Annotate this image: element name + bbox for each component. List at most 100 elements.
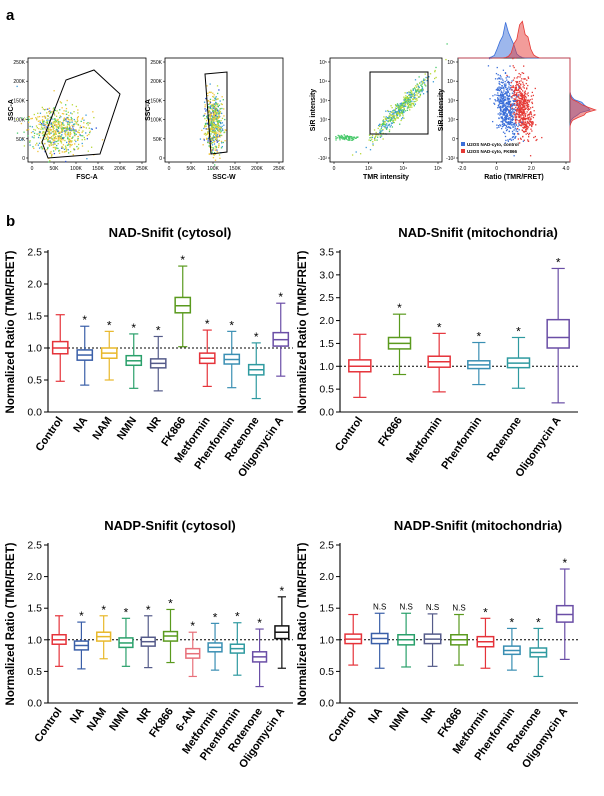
scatter-point (531, 91, 534, 94)
scatter-point (216, 98, 218, 100)
scatter-point (48, 112, 51, 115)
scatter-point (390, 124, 392, 126)
scatter-point (500, 76, 502, 78)
scatter-point (513, 98, 515, 100)
scatter-point (409, 104, 412, 106)
legend-label: U2OS NAD-cyto, FK866 (467, 149, 518, 154)
panel-b-label: b (6, 213, 15, 230)
scatter-point (76, 118, 79, 120)
scatter-point (395, 105, 397, 107)
scatter-point (434, 71, 436, 73)
scatter-point (339, 139, 341, 141)
scatter-point (508, 105, 510, 107)
y-tick-label: 0 (22, 156, 25, 162)
significance-star: * (131, 321, 136, 335)
scatter-point (502, 119, 504, 121)
scatter-point (54, 124, 56, 126)
scatter-point (526, 111, 528, 113)
scatter-point (513, 122, 516, 125)
scatter-point (419, 89, 421, 92)
scatter-point (49, 110, 51, 112)
scatter-point (413, 105, 416, 107)
scatter-point (73, 111, 75, 113)
scatter-point (85, 114, 87, 116)
scatter-point (512, 132, 514, 134)
scatter-point (207, 131, 209, 133)
scatter-point (70, 112, 72, 114)
scatter-point (504, 111, 507, 113)
scatter-point (16, 132, 19, 134)
scatter-point (500, 95, 502, 97)
scatter-point (68, 142, 70, 145)
scatter-point (505, 127, 507, 129)
scatter-point (213, 131, 215, 133)
scatter-point (67, 138, 70, 140)
scatter-point (501, 78, 503, 80)
scatter-point (204, 125, 206, 127)
scatter-point (505, 119, 508, 121)
scatter-point (210, 91, 212, 94)
scatter-point (374, 139, 376, 141)
scatter-point (57, 130, 59, 132)
scatter-point (526, 127, 528, 129)
scatter-point (415, 89, 417, 92)
y-tick-label: 3.5 (319, 247, 334, 259)
scatter-point (504, 98, 506, 100)
scatter-point (345, 137, 348, 139)
scatter-point (212, 110, 215, 112)
scatter-point (59, 132, 61, 134)
scatter-point (507, 95, 509, 97)
y-tick-label: 2.5 (27, 540, 42, 552)
scatter-point (504, 105, 507, 107)
scatter-point (62, 144, 65, 146)
scatter-point (58, 132, 60, 135)
scatter-point (381, 124, 384, 127)
scatter-point (389, 113, 391, 115)
scatter-point (210, 130, 212, 133)
scatter-point (46, 121, 49, 123)
scatter-point (511, 108, 513, 110)
y-tick-label: 1.5 (319, 603, 334, 615)
scatter-point (419, 89, 421, 91)
scatter-point (519, 104, 521, 106)
panel-a-flow-plots: 0 50K 100K 150K 200K 250K050K100K150K200K250K… (8, 20, 597, 181)
scatter-point (504, 112, 507, 114)
scatter-point (504, 109, 506, 112)
scatter-point (51, 118, 53, 120)
scatter-point (38, 134, 41, 137)
x-tick-label: 0 (333, 166, 336, 172)
scatter-point (508, 81, 511, 84)
scatter-point (508, 121, 510, 123)
scatter-point (524, 130, 526, 133)
scatter-point (529, 107, 532, 109)
scatter-point (530, 121, 532, 123)
scatter-point (212, 99, 214, 101)
scatter-point (499, 100, 501, 102)
box-nmn: *NMN (115, 321, 143, 442)
scatter-point (512, 126, 515, 128)
scatter-point (382, 132, 384, 135)
scatter-point (513, 133, 516, 136)
scatter-point (72, 123, 75, 126)
scatter-point (397, 108, 400, 110)
scatter-point (514, 114, 516, 116)
scatter-points (199, 83, 227, 170)
scatter-point (38, 115, 41, 118)
scatter-point (77, 120, 79, 122)
scatter-point (221, 128, 224, 130)
scatter-point (500, 109, 502, 111)
scatter-point (215, 126, 217, 128)
significance-star: * (180, 253, 185, 267)
scatter-point (508, 86, 510, 88)
scatter-point (66, 133, 69, 135)
scatter-point (518, 108, 520, 110)
scatter-point (499, 95, 501, 97)
scatter-point (524, 115, 527, 118)
scatter-point (510, 112, 512, 114)
scatter-point (493, 102, 495, 104)
scatter-point (389, 119, 392, 121)
scatter-point (497, 107, 499, 109)
scatter-point (421, 87, 424, 90)
y-axis-label: Normalized Ratio (TMR/FRET) (297, 542, 309, 705)
scatter-point (500, 81, 502, 83)
